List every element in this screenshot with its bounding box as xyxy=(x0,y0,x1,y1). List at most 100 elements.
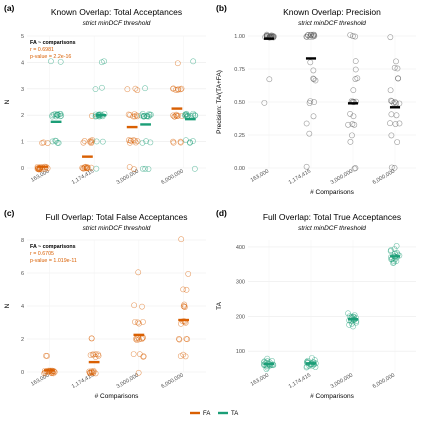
y-tick-label: 6 xyxy=(21,271,24,277)
data-point xyxy=(392,99,398,105)
data-point xyxy=(88,140,95,146)
data-point xyxy=(388,111,395,118)
data-point xyxy=(177,86,184,93)
x-tick-label: 3,000,000 xyxy=(116,373,140,390)
y-tick-label: 0.50 xyxy=(234,100,245,106)
y-tick-label: 0.00 xyxy=(234,166,245,172)
data-point xyxy=(390,259,397,266)
x-axis-label: # Comparisons xyxy=(310,393,354,400)
y-tick-label: 5 xyxy=(21,34,24,40)
data-point xyxy=(351,165,358,172)
data-point xyxy=(176,336,182,342)
y-tick-label: 0.75 xyxy=(234,67,245,73)
data-point xyxy=(350,87,357,94)
data-point xyxy=(125,137,132,144)
data-point xyxy=(134,138,141,145)
data-point xyxy=(310,67,317,74)
data-point xyxy=(192,112,198,119)
x-tick-label: 1,174,415 xyxy=(288,373,312,390)
data-point xyxy=(49,112,56,119)
data-point xyxy=(177,138,184,145)
annotation-line: p-value = 2.2e-16 xyxy=(30,54,71,60)
annotation-line: r = 0.6705 xyxy=(30,251,54,257)
data-point xyxy=(52,111,59,117)
panel-title: Known Overlap: Total Acceptances xyxy=(51,7,182,17)
data-point xyxy=(89,369,95,376)
data-point xyxy=(178,85,185,92)
data-point xyxy=(136,320,142,327)
data-point xyxy=(174,60,181,67)
y-tick-label: 3 xyxy=(21,87,24,93)
data-point xyxy=(308,355,315,361)
x-axis-label: # Comparisons xyxy=(95,393,139,400)
data-point xyxy=(142,85,148,92)
data-point xyxy=(87,138,93,145)
y-tick-label: 0 xyxy=(21,370,24,376)
data-point xyxy=(139,303,145,310)
data-point xyxy=(182,112,189,118)
panel-c: (c) Full Overlap: Total False Acceptances… xyxy=(4,208,206,400)
panel-title: Full Overlap: Total True Acceptances xyxy=(263,212,401,222)
panel-subtitle: strict minDCF threshold xyxy=(83,20,151,27)
data-point xyxy=(310,113,317,120)
y-tick-label: 100 xyxy=(236,349,245,355)
x-tick-label: 163,000 xyxy=(30,373,50,388)
data-point xyxy=(190,58,197,65)
data-point xyxy=(393,58,399,65)
y-tick-label: 1.00 xyxy=(234,34,245,40)
data-point xyxy=(177,353,184,360)
data-point xyxy=(171,113,178,120)
data-point xyxy=(86,369,93,376)
data-point xyxy=(306,130,313,137)
x-tick-label: 3,000,000 xyxy=(116,169,140,186)
y-tick-label: 0 xyxy=(21,166,24,172)
data-point xyxy=(387,120,393,127)
data-point xyxy=(87,137,94,144)
panel-subtitle: strict minDCF threshold xyxy=(298,20,366,27)
data-point xyxy=(345,121,351,128)
annotation-line: p-value = 1.019e-11 xyxy=(30,258,77,264)
data-point xyxy=(147,139,154,146)
data-point xyxy=(390,99,397,106)
panel-title: Known Overlap: Precision xyxy=(283,7,381,17)
data-point xyxy=(130,351,137,358)
y-tick-label: 400 xyxy=(236,245,245,251)
panel-label: (d) xyxy=(216,208,227,218)
y-axis-label: TA xyxy=(216,301,223,309)
data-point xyxy=(394,65,401,72)
data-point xyxy=(387,34,394,41)
data-point xyxy=(311,99,318,105)
data-point xyxy=(136,351,143,358)
legend-label: TA xyxy=(231,411,238,417)
data-point xyxy=(93,165,100,172)
annotation-line: r = 0.6981 xyxy=(30,47,54,53)
y-tick-label: 1 xyxy=(21,140,24,146)
data-point xyxy=(80,139,87,146)
data-point xyxy=(57,110,64,117)
data-point xyxy=(44,352,50,359)
data-point xyxy=(139,139,146,146)
data-point xyxy=(80,165,87,172)
data-point xyxy=(350,113,357,120)
data-point xyxy=(349,121,356,127)
data-point xyxy=(350,33,356,39)
data-point xyxy=(306,100,313,106)
data-point xyxy=(310,76,317,83)
data-point xyxy=(391,64,398,71)
data-point xyxy=(191,165,198,172)
y-tick-label: 0.25 xyxy=(234,133,245,139)
x-tick-label: 1,174,415 xyxy=(288,169,312,186)
data-point xyxy=(352,165,359,171)
data-point xyxy=(175,112,182,119)
data-point xyxy=(388,247,394,254)
data-point xyxy=(387,87,394,94)
data-point xyxy=(83,165,90,172)
data-point xyxy=(190,138,196,144)
x-tick-label: 3,000,000 xyxy=(330,169,354,186)
data-point xyxy=(81,138,88,144)
data-point xyxy=(131,302,138,309)
data-point xyxy=(92,354,99,360)
data-point xyxy=(134,87,141,94)
data-point xyxy=(180,286,187,293)
